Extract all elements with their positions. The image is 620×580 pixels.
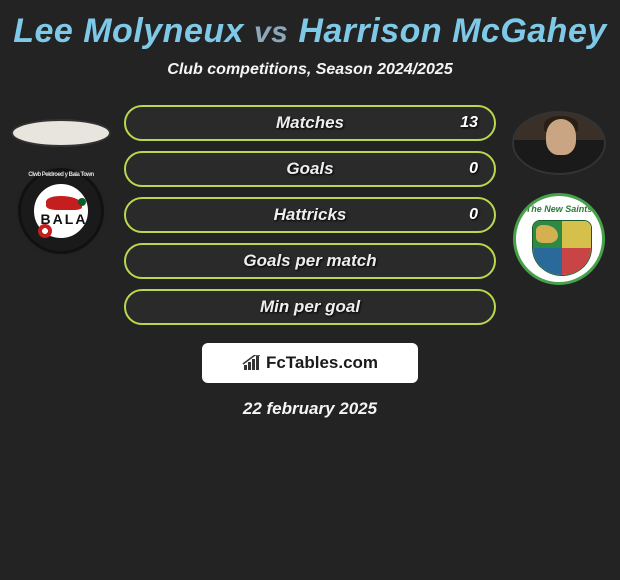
stat-value-right: 13 — [460, 114, 478, 132]
stat-bar-hattricks: Hattricks 0 — [124, 197, 496, 233]
page-title: Lee Molyneux vs Harrison McGahey — [0, 0, 620, 55]
title-vs: vs — [254, 16, 288, 49]
club-header-label: The New Saints — [516, 204, 602, 214]
player1-name: Lee Molyneux — [13, 12, 244, 50]
main-row: Clwb Peldroed y Bala Town BALA Matches 1… — [0, 97, 620, 325]
dragon-icon — [46, 196, 82, 210]
shield-quadrant — [562, 248, 591, 275]
stats-column: Matches 13 Goals 0 Hattricks 0 — [124, 97, 496, 325]
player2-name: Harrison McGahey — [298, 12, 606, 50]
stat-value-right: 0 — [469, 206, 478, 224]
shield-quadrant — [533, 221, 562, 248]
branding-label: FcTables.com — [266, 353, 378, 373]
stat-label: Goals — [286, 159, 333, 179]
stat-label: Min per goal — [260, 297, 360, 317]
subtitle: Club competitions, Season 2024/2025 — [0, 55, 620, 97]
shield-dragon-icon — [536, 225, 558, 243]
branding-box[interactable]: FcTables.com — [202, 343, 418, 383]
player2-club-badge: The New Saints — [513, 193, 605, 285]
date-label: 22 february 2025 — [0, 399, 620, 419]
stat-label: Hattricks — [274, 205, 347, 225]
shield-quadrant — [562, 221, 591, 248]
stat-bar-goals-per-match: Goals per match — [124, 243, 496, 279]
shield-icon — [532, 220, 592, 276]
stat-label: Goals per match — [243, 251, 376, 271]
player1-avatar — [11, 119, 111, 147]
chart-icon — [242, 355, 262, 371]
avatar-head — [546, 119, 576, 155]
stat-bar-min-per-goal: Min per goal — [124, 289, 496, 325]
stat-value-right: 0 — [469, 160, 478, 178]
stat-label: Matches — [276, 113, 344, 133]
stat-bar-goals: Goals 0 — [124, 151, 496, 187]
player2-avatar — [512, 111, 606, 175]
left-column: Clwb Peldroed y Bala Town BALA — [6, 97, 116, 257]
comparison-widget: Lee Molyneux vs Harrison McGahey Club co… — [0, 0, 620, 419]
ball-icon — [38, 224, 52, 238]
stat-bar-matches: Matches 13 — [124, 105, 496, 141]
badge-ring-text: Clwb Peldroed y Bala Town — [18, 172, 104, 178]
player1-club-badge: Clwb Peldroed y Bala Town BALA — [15, 165, 107, 257]
shield-quadrant — [533, 248, 562, 275]
right-column: The New Saints — [504, 97, 614, 285]
